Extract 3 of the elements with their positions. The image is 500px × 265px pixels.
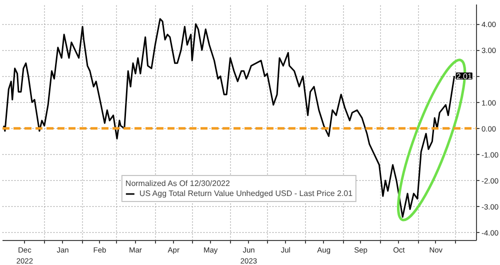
- legend-label: US Agg Total Return Value Unhedged USD - Last Price 2.01: [139, 189, 353, 198]
- annotation: 2.01: [456, 72, 472, 81]
- legend-title: Normalized As Of 12/30/2022: [125, 179, 231, 188]
